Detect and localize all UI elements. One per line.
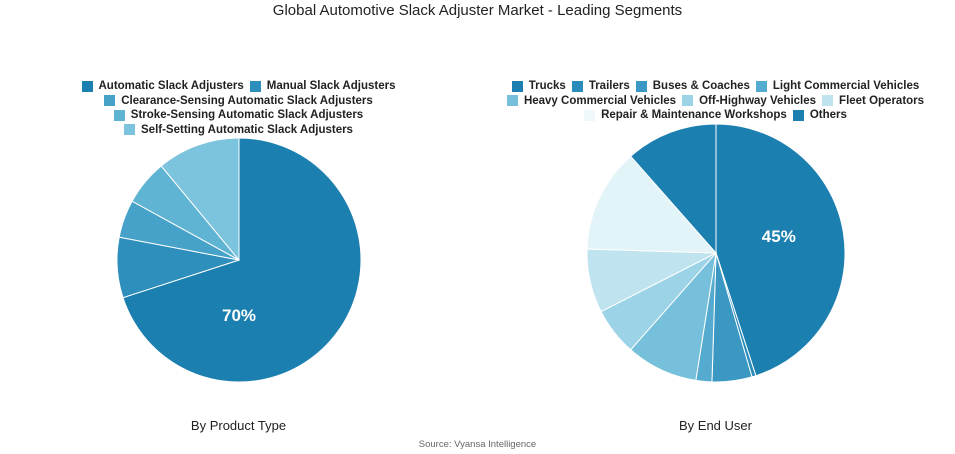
legend-item-buses-and-coaches: Buses & Coaches: [635, 80, 750, 93]
end-user-chart: Trucks Trailers Buses & Coaches Light Comme…: [477, 0, 954, 454]
legend-swatch: [792, 109, 804, 121]
legend-swatch: [822, 95, 834, 107]
legend-label: Others: [809, 109, 847, 122]
legend-swatch: [81, 80, 93, 92]
legend-swatch: [571, 80, 583, 92]
legend-swatch: [506, 95, 518, 107]
legend-label: Off-Highway Vehicles: [699, 94, 817, 107]
legend-swatch: [124, 124, 136, 136]
legend-row: Clearance-Sensing Automatic Slack Adjust…: [0, 94, 477, 109]
legend-swatch: [104, 95, 116, 107]
legend-row: Trucks Trailers Buses & Coaches Light Comme…: [477, 79, 954, 94]
pie-slice-automatic-slack-adjusters: [122, 137, 362, 383]
legend-row: Automatic Slack Adjusters Manual Slack Ad…: [0, 79, 477, 94]
legend-label: Light Commercial Vehicles: [772, 80, 920, 93]
legend-item-repair-and-maintenance-workshops: Repair & Maintenance Workshops: [584, 109, 787, 121]
legend-item-self-setting-automatic-slack-adjusters: Self-Setting Automatic Slack Adjusters: [124, 124, 353, 136]
legend-swatch: [682, 95, 694, 107]
legend-item-fleet-operators: Fleet Operators: [822, 95, 924, 107]
legend-row: Heavy Commercial Vehicles Off-Highway Veh…: [477, 94, 954, 109]
pie-slice-others: [629, 123, 717, 255]
legend-label: Clearance-Sensing Automatic Slack Adjust…: [121, 94, 373, 107]
product-type-caption: By Product Type: [190, 418, 287, 433]
legend-item-automatic-slack-adjusters: Automatic Slack Adjusters: [81, 80, 244, 93]
legend-label: Trucks: [528, 80, 566, 93]
legend-label: Heavy Commercial Vehicles: [523, 94, 677, 107]
legend-item-light-commercial-vehicles: Light Commercial Vehicles: [755, 80, 920, 93]
end-user-pie: 45%: [586, 123, 846, 383]
legend-label: Buses & Coaches: [652, 80, 750, 93]
legend-label: Stroke-Sensing Automatic Slack Adjusters: [130, 109, 364, 122]
chart-title: Global Automotive Slack Adjuster Market …: [272, 2, 683, 19]
legend-label: Fleet Operators: [839, 94, 925, 107]
legend-row: Stroke-Sensing Automatic Slack Adjusters: [0, 108, 477, 123]
product-type-legend: Automatic Slack Adjusters Manual Slack Ad…: [0, 79, 477, 137]
legend-swatch: [511, 80, 523, 92]
product-type-pie: 70%: [116, 137, 362, 383]
legend-swatch: [249, 80, 261, 92]
legend-swatch: [113, 109, 125, 121]
legend-swatch: [584, 109, 596, 121]
legend-item-off-highway-vehicles: Off-Highway Vehicles: [682, 95, 816, 107]
legend-label: Trailers: [588, 80, 630, 93]
legend-swatch: [635, 80, 647, 92]
source-note: Source: Vyansa Intelligence: [418, 439, 537, 450]
pie-value-label: 45%: [762, 227, 796, 246]
pie-slice-self-setting-automatic-slack-adjusters: [160, 137, 240, 262]
product-type-chart: Automatic Slack Adjusters Manual Slack Ad…: [0, 0, 477, 454]
legend-item-clearance-sensing-automatic-slack-adjusters: Clearance-Sensing Automatic Slack Adjust…: [104, 95, 373, 107]
legend-item-manual-slack-adjusters: Manual Slack Adjusters: [249, 80, 396, 93]
legend-item-heavy-commercial-vehicles: Heavy Commercial Vehicles: [506, 94, 677, 107]
legend-swatch: [755, 80, 767, 92]
legend-item-others: Others: [792, 109, 847, 122]
pie-value-label: 70%: [222, 306, 256, 325]
legend-item-trailers: Trailers: [571, 80, 630, 93]
pie-slice-trucks: [715, 123, 846, 377]
legend-label: Repair & Maintenance Workshops: [601, 109, 787, 122]
legend-row: Repair & Maintenance Workshops Others: [477, 108, 954, 123]
legend-item-stroke-sensing-automatic-slack-adjusters: Stroke-Sensing Automatic Slack Adjusters: [113, 109, 364, 122]
legend-item-trucks: Trucks: [511, 80, 566, 93]
end-user-caption: By End User: [679, 418, 752, 433]
legend-label: Manual Slack Adjusters: [266, 80, 396, 93]
pie-slice-repair-and-maintenance-workshops: [586, 155, 718, 254]
legend-row: Self-Setting Automatic Slack Adjusters: [0, 123, 477, 138]
end-user-legend: Trucks Trailers Buses & Coaches Light Comme…: [477, 79, 954, 123]
legend-label: Self-Setting Automatic Slack Adjusters: [141, 123, 353, 136]
legend-label: Automatic Slack Adjusters: [98, 80, 244, 93]
